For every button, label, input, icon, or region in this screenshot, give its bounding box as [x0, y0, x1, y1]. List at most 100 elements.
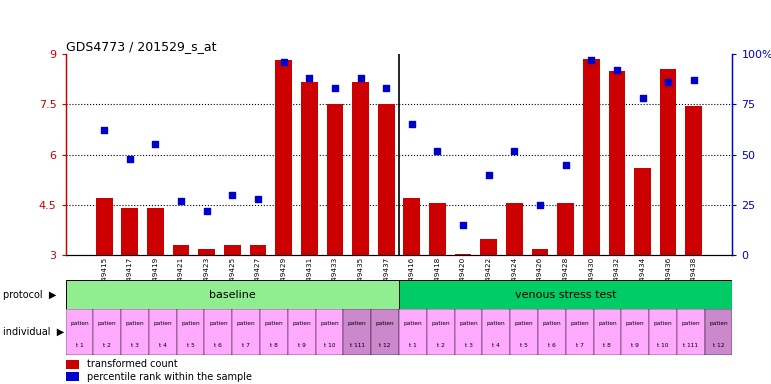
Text: t 10: t 10 [657, 343, 668, 348]
Bar [677, 309, 705, 355]
Text: patien: patien [598, 321, 617, 326]
Text: patien: patien [348, 321, 367, 326]
Bar [224, 245, 241, 255]
Text: patien: patien [320, 321, 338, 326]
Text: t 9: t 9 [631, 343, 639, 348]
Text: protocol  ▶: protocol ▶ [3, 290, 56, 300]
Point [636, 95, 648, 101]
Bar [147, 209, 163, 255]
Bar [315, 309, 343, 355]
Text: patien: patien [209, 321, 227, 326]
Point [560, 162, 572, 168]
Point [508, 147, 520, 154]
Text: t 5: t 5 [187, 343, 194, 348]
Bar [122, 209, 138, 255]
Bar [480, 238, 497, 255]
Bar [66, 309, 93, 355]
Text: patien: patien [543, 321, 561, 326]
Point [406, 121, 418, 127]
Text: transformed count: transformed count [87, 359, 177, 369]
Text: t 7: t 7 [576, 343, 584, 348]
Bar [705, 309, 732, 355]
Bar [232, 309, 260, 355]
Text: GDS4773 / 201529_s_at: GDS4773 / 201529_s_at [66, 40, 216, 53]
Bar [275, 61, 292, 255]
Text: percentile rank within the sample: percentile rank within the sample [87, 372, 252, 382]
Bar [66, 372, 79, 381]
Bar [429, 203, 446, 255]
Bar [66, 360, 79, 369]
Bar [327, 104, 343, 255]
Bar [621, 309, 649, 355]
Bar [301, 82, 318, 255]
Text: t 111: t 111 [683, 343, 699, 348]
Text: patien: patien [460, 321, 478, 326]
Point [150, 141, 162, 147]
Point [688, 77, 700, 83]
Point [585, 57, 598, 63]
Text: t 12: t 12 [379, 343, 391, 348]
Bar [66, 280, 399, 309]
Point [303, 75, 315, 81]
Bar [260, 309, 288, 355]
Text: t 7: t 7 [242, 343, 250, 348]
Text: patien: patien [682, 321, 700, 326]
Bar [427, 309, 455, 355]
Text: patien: patien [431, 321, 450, 326]
Text: patien: patien [292, 321, 311, 326]
Point [662, 79, 675, 85]
Bar [685, 106, 702, 255]
Text: t 3: t 3 [464, 343, 473, 348]
Text: patien: patien [403, 321, 423, 326]
Text: patien: patien [709, 321, 728, 326]
Point [175, 198, 187, 204]
Point [226, 192, 238, 198]
Text: t 6: t 6 [214, 343, 222, 348]
Text: t 12: t 12 [713, 343, 724, 348]
Bar [378, 104, 395, 255]
Bar [96, 198, 113, 255]
Text: t 8: t 8 [270, 343, 278, 348]
Bar [352, 82, 369, 255]
Bar [594, 309, 621, 355]
Text: t 1: t 1 [409, 343, 417, 348]
Text: t 1: t 1 [76, 343, 83, 348]
Bar [455, 309, 483, 355]
Text: patien: patien [375, 321, 395, 326]
Bar [288, 309, 315, 355]
Bar [371, 309, 399, 355]
Text: t 9: t 9 [298, 343, 305, 348]
Point [483, 172, 495, 178]
Bar [660, 69, 676, 255]
Bar [483, 309, 510, 355]
Point [534, 202, 546, 208]
Text: patien: patien [626, 321, 645, 326]
Bar [204, 309, 232, 355]
Text: patien: patien [264, 321, 283, 326]
Bar [198, 249, 215, 255]
Bar [343, 309, 371, 355]
Text: t 8: t 8 [604, 343, 611, 348]
Text: t 2: t 2 [436, 343, 445, 348]
Bar [566, 309, 594, 355]
Point [328, 85, 341, 91]
Bar [173, 245, 190, 255]
Bar [93, 309, 121, 355]
Text: patien: patien [515, 321, 534, 326]
Text: patien: patien [487, 321, 506, 326]
Point [123, 156, 136, 162]
Text: patien: patien [153, 321, 172, 326]
Bar [510, 309, 538, 355]
Point [278, 59, 290, 65]
Point [431, 147, 443, 154]
Text: patien: patien [181, 321, 200, 326]
Bar [557, 203, 574, 255]
Text: t 5: t 5 [520, 343, 528, 348]
Text: t 111: t 111 [350, 343, 365, 348]
Bar [583, 59, 600, 255]
Bar [121, 309, 149, 355]
Text: t 10: t 10 [324, 343, 335, 348]
Point [457, 222, 470, 228]
Text: patien: patien [126, 321, 144, 326]
Point [355, 75, 367, 81]
